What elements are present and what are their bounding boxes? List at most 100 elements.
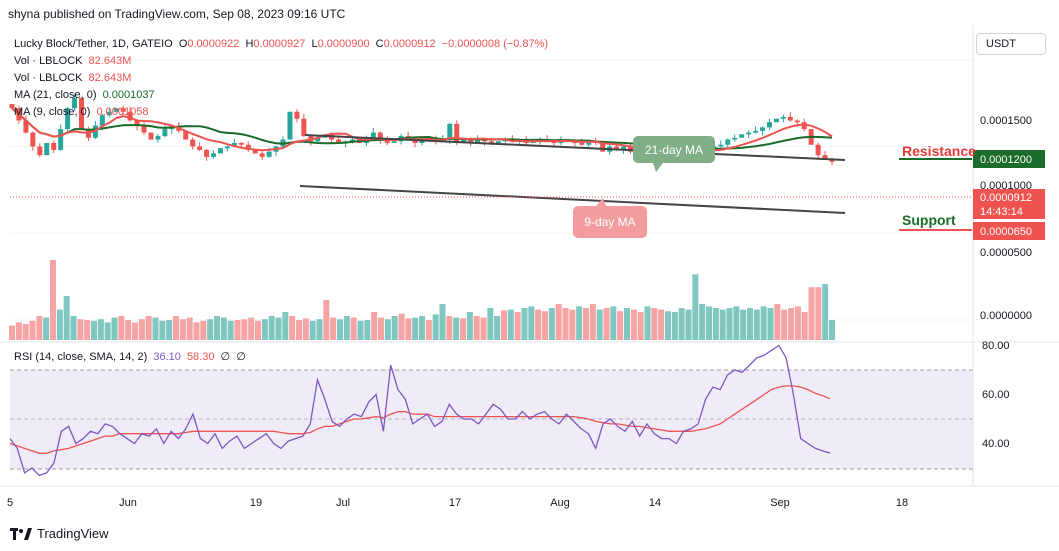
candle-body [113,108,119,112]
volume-bar [685,309,692,340]
volume-bar [152,317,159,340]
volume-bar [275,317,282,340]
candle-body [44,143,50,156]
volume-bar [719,309,726,340]
volume-bar [50,260,56,340]
volume-bar [316,319,323,340]
rsi-tick-40: 40.00 [982,438,1010,450]
currency-button[interactable]: USDT [976,33,1046,55]
candle-body [370,132,376,138]
resistance-label: Resistance [902,143,976,159]
candle-body [482,139,488,142]
volume-bar [43,317,50,340]
legend-ma21-row[interactable]: MA (21, close, 0) 0.0001037 [14,87,548,104]
volume-bar [555,304,562,340]
volume-bar [125,320,132,340]
volume-bar [63,296,70,340]
vol2-value: 82.643M [88,72,132,84]
volume-bar [357,320,364,340]
ohlc-o-value: 0.0000922 [187,38,240,50]
candle-body [294,111,300,119]
candle-body [753,130,759,133]
candle-body [23,120,29,133]
volume-bar [521,308,528,340]
volume-bar [179,319,186,340]
volume-bar [29,320,36,340]
volume-bar [248,317,255,340]
legend-vol2-row[interactable]: Vol · LBLOCK 82.643M [14,70,548,87]
symbol-title[interactable]: Lucky Block/Tether, 1D, GATEIO [14,38,173,50]
vol1-label: Vol · LBLOCK [14,55,83,67]
candle-body [134,120,140,126]
volume-bar [70,316,77,340]
ma9-callout-text: 9-day MA [584,215,635,229]
ohlc-change: −0.0000008 (−0.87%) [441,38,549,50]
candle-body [384,139,390,143]
ohlc-o-label: O [178,38,188,50]
volume-bar [56,309,63,340]
volume-bar [507,309,514,340]
volume-bar [610,306,617,340]
support-price-text: 0.0000650 [980,226,1032,238]
volume-bar [364,320,371,340]
volume-bar [466,312,473,340]
rsi-tick-60: 60.00 [982,389,1010,401]
volume-bar [419,316,425,340]
candle-body [773,118,779,123]
volume-bar [261,319,268,340]
rsi-legend[interactable]: RSI (14, close, SMA, 14, 2) 36.10 58.30 … [14,350,246,363]
volume-bar [104,322,111,340]
volume-bar [740,309,747,340]
resistance-price-badge [973,150,1045,168]
candle-body [127,111,133,121]
volume-bar [480,317,487,340]
volume-bar [227,320,234,340]
volume-bar [617,311,624,340]
candle-body [801,122,807,130]
volume-bar [91,320,97,340]
candle-body [621,146,627,150]
time-tick-17: 17 [449,497,461,509]
candle-body [725,139,731,145]
rsi-sma-line [9,385,831,454]
volume-bar [637,312,644,340]
volume-bar [323,300,330,340]
candle-body [266,151,272,157]
volume-bar [193,322,200,340]
volume-bar [658,309,665,340]
volume-bar [624,308,630,340]
candle-body [183,130,189,140]
candle-body [412,139,418,143]
candle-body [190,139,196,147]
candle-body [245,144,251,150]
legend-ma9-row[interactable]: MA (9, close, 0) 0.0001058 [14,104,548,121]
volume-bar [234,320,241,340]
ma9-callout: 9-day MA [573,198,647,238]
candle-body [252,149,258,154]
brand-name[interactable]: TradingView [37,526,109,541]
volume-bar [644,306,651,340]
volume-bar [473,316,480,340]
legend-vol1-row[interactable]: Vol · LBLOCK 82.643M [14,53,548,70]
channel-upper-line [304,134,846,161]
candle-body [259,153,265,157]
chart-legend: Lucky Block/Tether, 1D, GATEIO O0.000092… [14,36,548,121]
candle-body [231,143,237,147]
rsi-extra-1: ∅ [220,351,231,363]
volume-bar [432,314,439,340]
candle-body [162,129,168,137]
ohlc-h-value: 0.0000927 [253,38,306,50]
volume-bar [412,317,419,340]
rsi-extra-2: ∅ [236,351,246,363]
time-axis: 5 Jun 19 Jul 17 Aug 14 Sep 18 [7,497,908,509]
volume-bar [794,306,801,340]
candle-body [732,137,738,140]
support-price-badge [973,222,1045,240]
candle-body [78,97,84,130]
volume-bar [439,304,446,340]
candle-body [72,97,78,109]
volume-bar [651,308,658,340]
candle-body [454,123,460,143]
candle-body [586,141,592,145]
candle-body [579,143,585,145]
